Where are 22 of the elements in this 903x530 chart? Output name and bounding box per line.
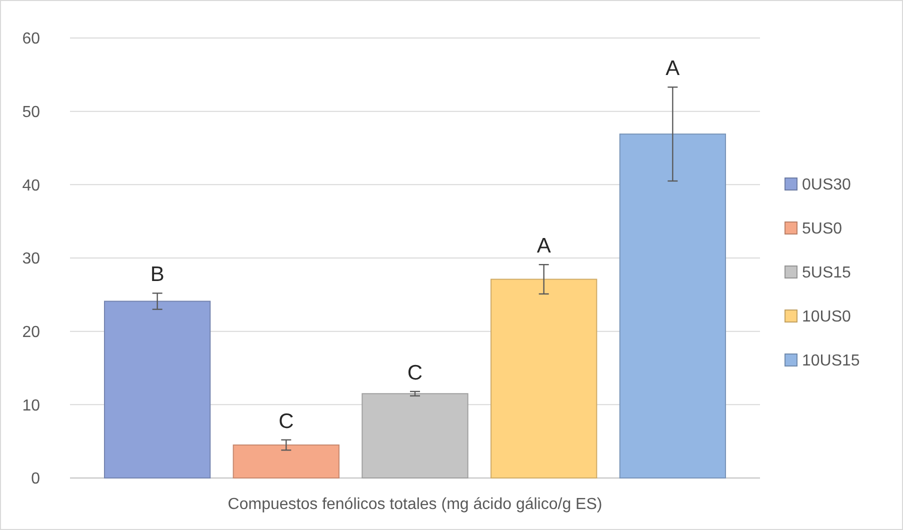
y-tick-label: 0 xyxy=(31,470,40,488)
bar xyxy=(232,444,340,478)
legend-label: 0US30 xyxy=(802,176,852,194)
legend-label: 10US15 xyxy=(802,352,860,370)
y-tick-label: 30 xyxy=(22,250,40,268)
legend-label: 5US15 xyxy=(802,264,852,282)
bar xyxy=(490,278,598,478)
y-tick-label: 50 xyxy=(22,104,40,121)
data-label: C xyxy=(407,361,423,384)
data-label: A xyxy=(666,57,680,80)
y-tick-label: 40 xyxy=(22,177,40,194)
y-tick-label: 60 xyxy=(22,30,40,48)
data-label: B xyxy=(150,263,164,286)
bar xyxy=(104,300,211,478)
data-label: C xyxy=(278,410,294,433)
y-tick-label: 10 xyxy=(22,397,40,414)
legend-label: 10US0 xyxy=(802,308,852,326)
legend-label: 5US0 xyxy=(802,220,842,238)
x-tick-label: Compuestos fenólicos totales (mg ácido gálico/g ES) xyxy=(228,496,602,513)
y-tick-label: 20 xyxy=(22,324,40,341)
data-label: A xyxy=(536,234,551,258)
bar xyxy=(619,134,726,478)
